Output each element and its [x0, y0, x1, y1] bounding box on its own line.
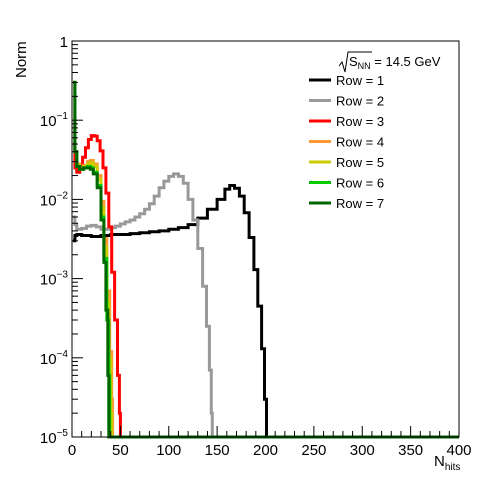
sqrt-sign: [338, 51, 372, 73]
x-tick-label: 50: [112, 442, 129, 459]
legend-label-row-6: Row = 6: [336, 176, 384, 191]
y-tick-label: 10−3: [40, 270, 69, 289]
x-tick-label: 400: [446, 442, 471, 459]
x-tick-label: 100: [156, 442, 181, 459]
y-tick-label: 10−4: [40, 349, 69, 368]
x-axis-title: Nhits: [434, 453, 460, 473]
series-line-row-7: [73, 80, 459, 439]
series-line-row-2: [73, 172, 459, 439]
y-tick-label: 10−2: [40, 190, 69, 209]
x-axis: 0 50 100 150 200 250 300 350 400: [68, 426, 472, 459]
legend-entries: Row = 1 Row = 2 Row = 3 Row = 4 Row = 5 Row =…: [309, 73, 384, 211]
legend-label-row-2: Row = 2: [336, 94, 384, 109]
x-tick-label: 0: [68, 442, 76, 459]
y-tick-label: 1: [60, 34, 68, 51]
y-axis: 10−5 10−4 10−3 10−2 10−1 1: [40, 34, 83, 447]
y-tick-label: 10−5: [40, 428, 69, 447]
x-tick-label: 350: [398, 442, 423, 459]
series-layer: [73, 80, 459, 439]
legend-label-row-1: Row = 1: [336, 73, 384, 88]
x-tick-label: 200: [253, 442, 278, 459]
x-tick-label: 300: [350, 442, 375, 459]
legend-label-row-7: Row = 7: [336, 196, 384, 211]
legend-header: SNN = 14.5 GeV: [349, 54, 441, 71]
legend-label-row-3: Row = 3: [336, 114, 384, 129]
legend-label-row-5: Row = 5: [336, 155, 384, 170]
x-tick-label: 150: [205, 442, 230, 459]
legend-label-row-4: Row = 4: [336, 135, 384, 150]
y-axis-title: Norm: [13, 41, 30, 78]
x-tick-label: 250: [301, 442, 326, 459]
y-tick-label: 10−1: [40, 111, 69, 130]
